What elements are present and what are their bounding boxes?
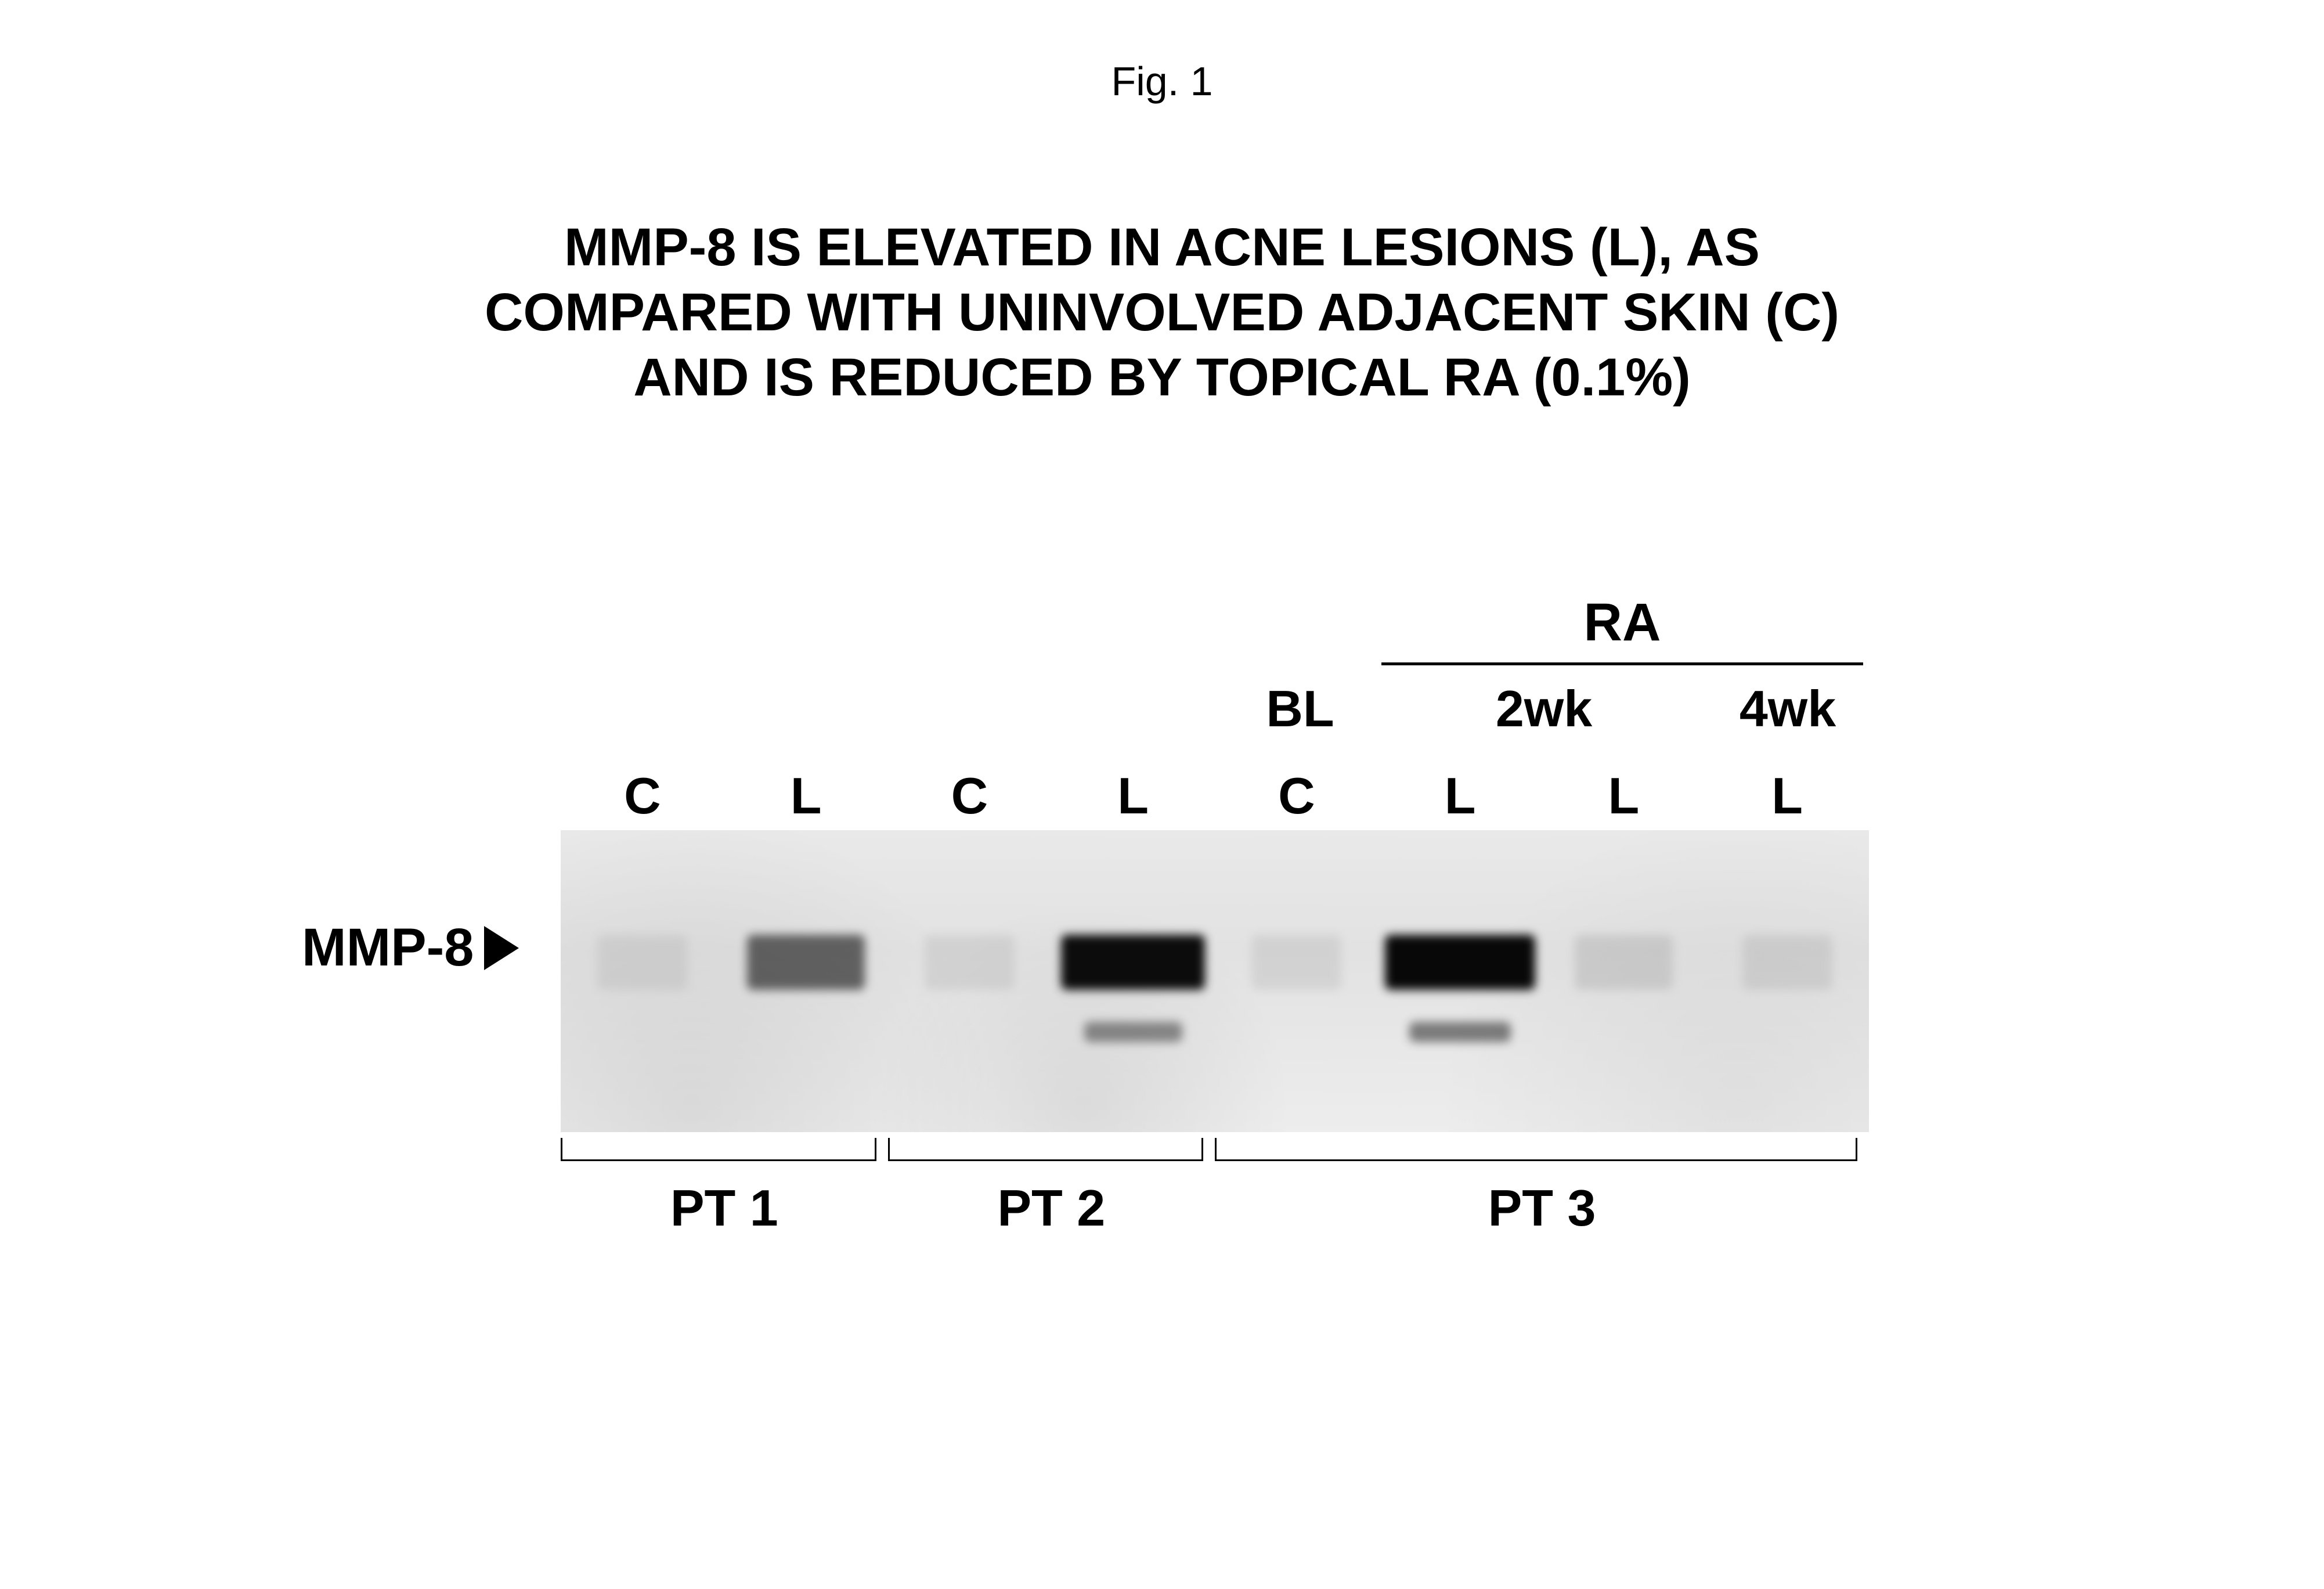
patient-label: PT 2 xyxy=(888,1179,1215,1238)
patient-bracket xyxy=(1215,1138,1857,1161)
blot-band xyxy=(1575,935,1673,990)
lane-label-6: L xyxy=(1378,766,1542,826)
patient-bracket xyxy=(561,1138,876,1161)
lane-label-2: L xyxy=(724,766,888,826)
patient-label: PT 3 xyxy=(1215,1179,1869,1238)
figure-panel: RA BL 2wk 4wk C L C L C L L L MMP-8 PT 1… xyxy=(302,592,2043,1405)
blot-band xyxy=(597,935,687,990)
patient-labels: PT 1PT 2PT 3 xyxy=(561,1179,1869,1238)
ra-treatment-group: RA xyxy=(1381,592,1863,665)
lane-label-4: L xyxy=(1051,766,1215,826)
patient-brackets xyxy=(561,1138,1869,1161)
blot-band xyxy=(1061,935,1205,990)
patient-label: PT 1 xyxy=(561,1179,888,1238)
timepoint-2wk: 2wk xyxy=(1463,679,1625,738)
ra-label: RA xyxy=(1381,592,1863,653)
lane-label-row: C L C L C L L L xyxy=(561,766,1869,826)
lane-label-1: C xyxy=(561,766,724,826)
western-blot xyxy=(561,830,1869,1132)
timepoint-bl: BL xyxy=(1219,679,1381,738)
ra-underline xyxy=(1381,662,1863,665)
blot-band xyxy=(1084,1022,1182,1042)
blot-band xyxy=(925,935,1015,990)
figure-number: Fig. 1 xyxy=(1111,58,1212,105)
lane-label-7: L xyxy=(1542,766,1706,826)
lane-label-5: C xyxy=(1215,766,1378,826)
blot-band xyxy=(747,935,865,990)
row-marker-text: MMP-8 xyxy=(302,917,474,978)
blot-band xyxy=(1742,935,1832,990)
timepoint-row: BL 2wk 4wk xyxy=(1219,679,1869,738)
blot-band xyxy=(1251,935,1341,990)
timepoint-4wk: 4wk xyxy=(1706,679,1869,738)
title-line-1: MMP-8 IS ELEVATED IN ACNE LESIONS (L), A… xyxy=(564,218,1760,277)
blot-band xyxy=(1385,935,1535,990)
figure-title: MMP-8 IS ELEVATED IN ACNE LESIONS (L), A… xyxy=(291,215,2033,410)
arrowhead-icon xyxy=(484,926,519,970)
title-line-2: COMPARED WITH UNINVOLVED ADJACENT SKIN (… xyxy=(485,283,1839,342)
lane-label-3: C xyxy=(888,766,1052,826)
blot-band xyxy=(1409,1022,1511,1042)
title-line-3: AND IS REDUCED BY TOPICAL RA (0.1%) xyxy=(633,348,1691,407)
patient-bracket xyxy=(888,1138,1204,1161)
row-marker: MMP-8 xyxy=(302,917,519,978)
lane-label-8: L xyxy=(1705,766,1869,826)
